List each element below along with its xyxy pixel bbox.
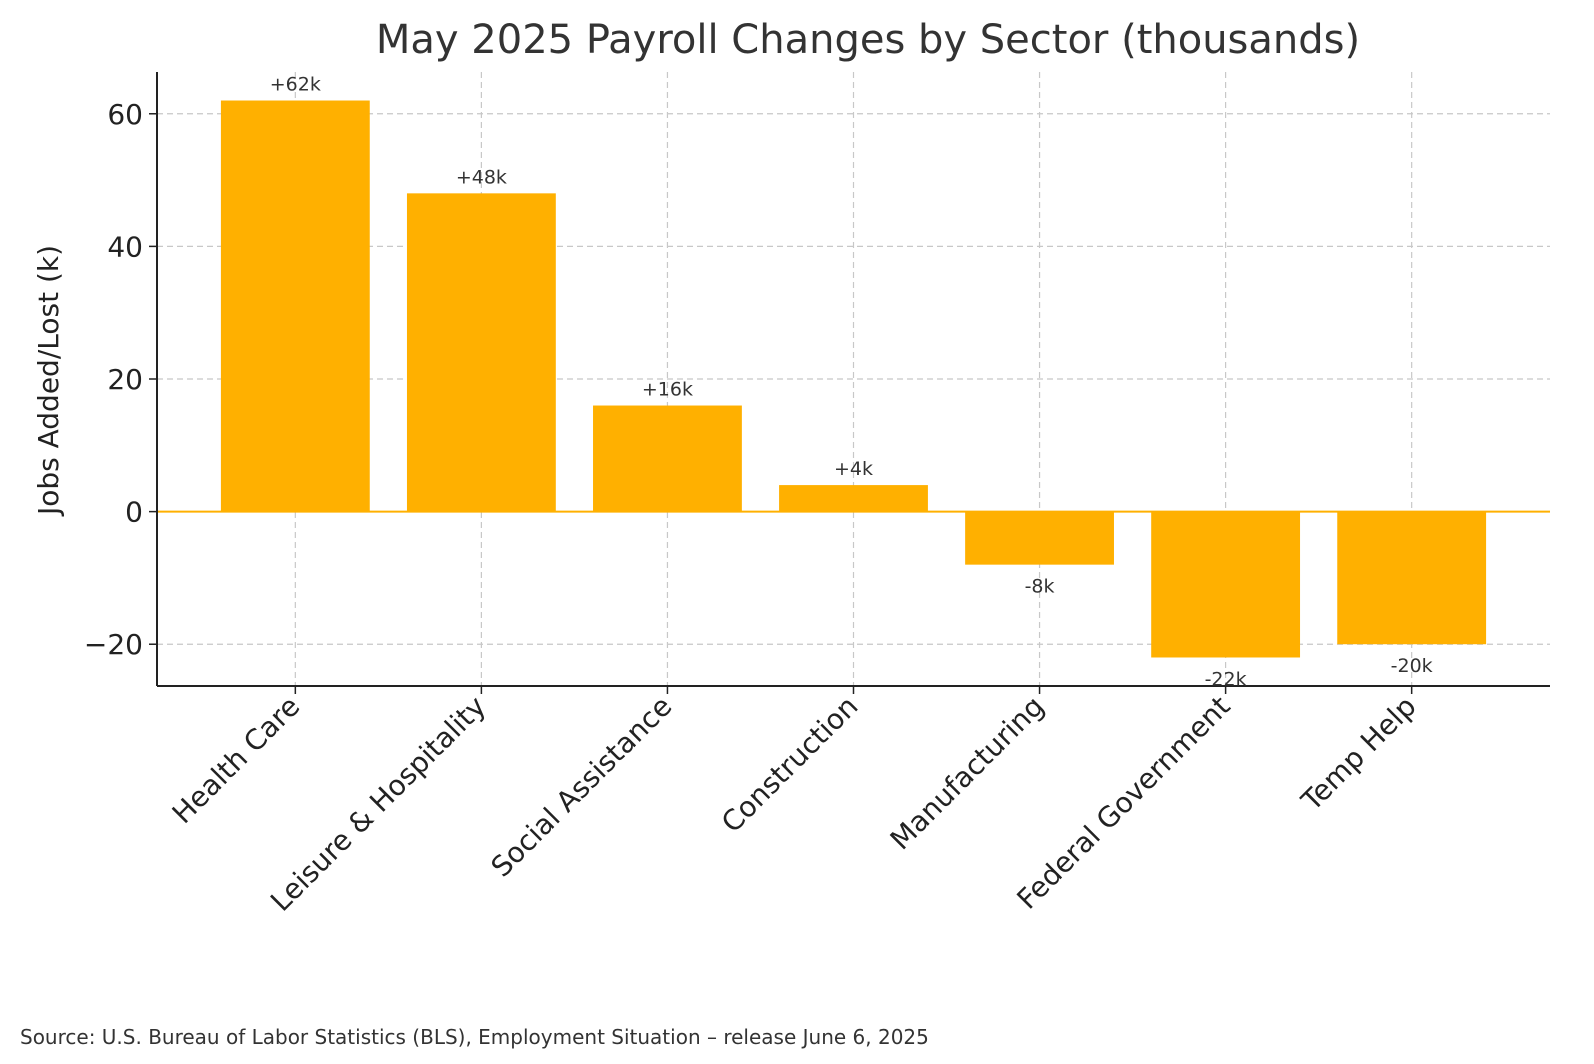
y-tick-labels: −20 0 20 40 60	[84, 98, 143, 661]
bar-health-care	[220, 100, 370, 512]
x-tick-label: Manufacturing	[884, 690, 1051, 857]
y-tick-label: 40	[107, 230, 143, 263]
bars	[220, 100, 1487, 658]
x-tick-label: Federal Government	[1010, 690, 1236, 916]
y-tick-label: 0	[125, 496, 143, 529]
y-tick-label: 20	[107, 363, 143, 396]
bar-manufacturing	[965, 511, 1114, 565]
x-tick-label: Social Assistance	[485, 690, 679, 884]
x-tick-label: Leisure & Hospitality	[264, 690, 492, 918]
data-label: -20k	[1391, 655, 1433, 677]
bar-federal-government	[1151, 511, 1301, 658]
bar-construction	[779, 485, 928, 512]
data-label: +16k	[642, 379, 693, 401]
data-label: +4k	[834, 458, 873, 480]
x-tick-label: Health Care	[166, 690, 306, 830]
data-label: -8k	[1025, 576, 1055, 598]
data-label: -22k	[1205, 668, 1247, 690]
data-labels: +62k +48k +16k +4k -8k -22k -20k	[270, 74, 1433, 691]
bar-leisure-hospitality	[406, 193, 556, 512]
bar-temp-help	[1337, 511, 1487, 645]
y-tick-label: 60	[107, 98, 143, 131]
data-label: +62k	[270, 74, 321, 96]
x-tick-label: Temp Help	[1294, 690, 1422, 818]
source-note: Source: U.S. Bureau of Labor Statistics …	[20, 1025, 929, 1049]
y-tick-label: −20	[84, 628, 143, 661]
axes	[149, 72, 1550, 694]
bar-social-assistance	[593, 405, 742, 512]
chart-title: May 2025 Payroll Changes by Sector (thou…	[376, 17, 1360, 63]
data-label: +48k	[456, 166, 507, 188]
x-tick-label: Construction	[715, 690, 864, 839]
y-axis-label: Jobs Added/Lost (k)	[32, 245, 65, 517]
